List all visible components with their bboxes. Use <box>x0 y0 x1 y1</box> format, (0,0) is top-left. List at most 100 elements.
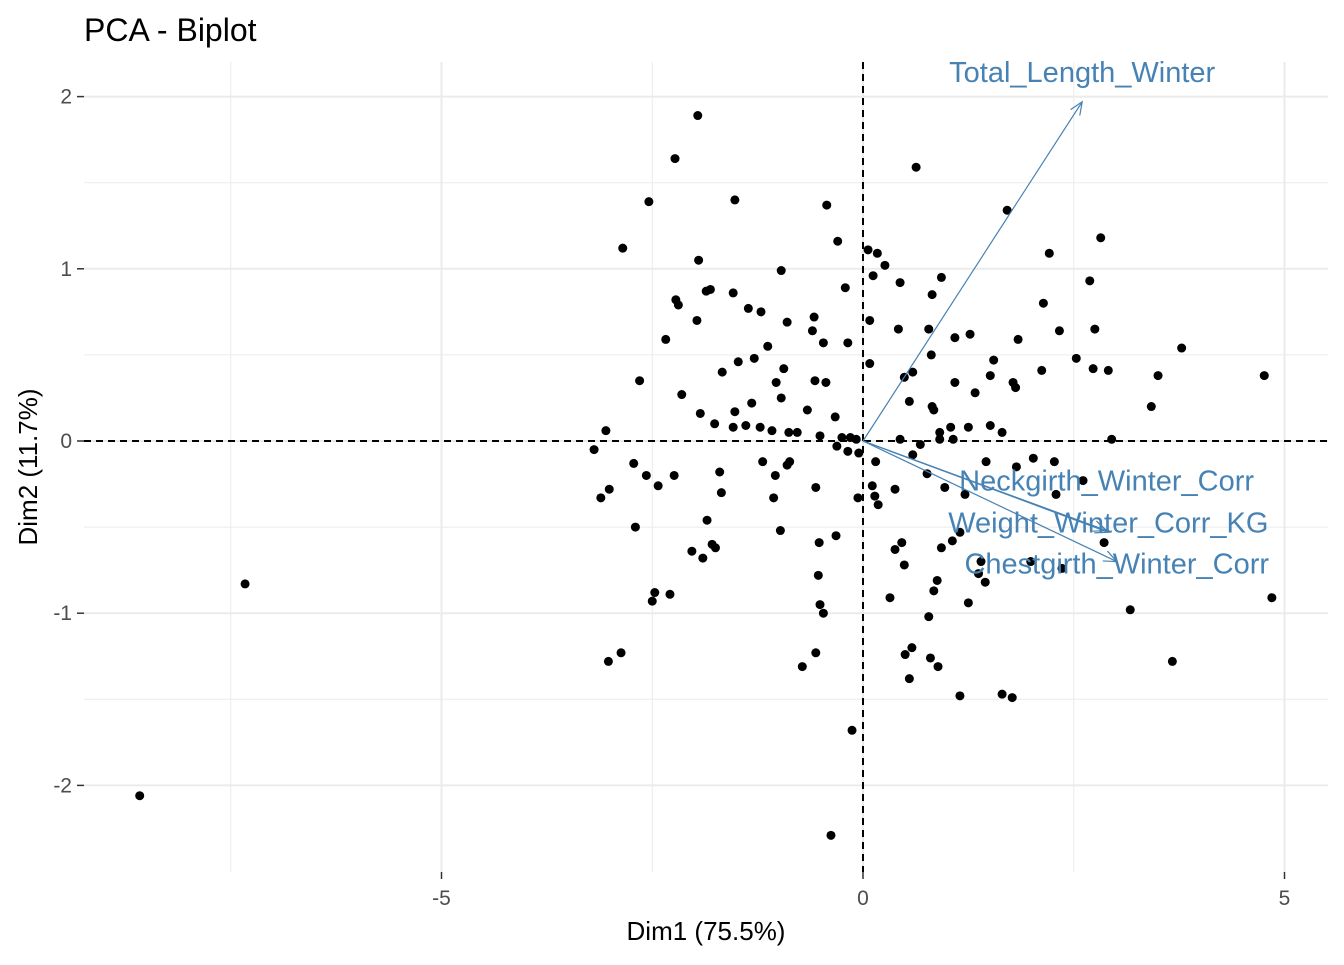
data-point <box>893 324 903 334</box>
data-point <box>1103 365 1113 375</box>
variable-arrow <box>862 440 1109 533</box>
data-point <box>837 433 847 443</box>
y-tick-label: 1 <box>60 258 72 281</box>
data-point <box>1054 326 1064 336</box>
data-point <box>868 271 878 281</box>
data-point <box>743 303 753 313</box>
data-point <box>1085 276 1095 286</box>
data-point <box>826 830 836 840</box>
data-point <box>776 393 786 403</box>
data-point <box>755 422 765 432</box>
data-point <box>818 608 828 618</box>
data-point <box>976 557 986 567</box>
data-point <box>665 589 675 599</box>
data-point <box>899 560 909 570</box>
data-point <box>870 491 880 501</box>
variable-arrow <box>862 101 1083 442</box>
data-point <box>1146 402 1156 412</box>
data-point <box>904 396 914 406</box>
data-point <box>1099 538 1109 548</box>
data-point <box>784 427 794 437</box>
data-point <box>908 367 918 377</box>
y-tick-label: -1 <box>53 602 72 625</box>
data-point <box>871 457 881 467</box>
data-point <box>830 412 840 422</box>
data-point <box>809 312 819 322</box>
data-point <box>963 598 973 608</box>
data-point <box>756 307 766 317</box>
data-point <box>833 236 843 246</box>
data-point <box>890 484 900 494</box>
data-point <box>603 656 613 666</box>
x-tick-label: 5 <box>1279 887 1291 910</box>
data-point <box>601 426 611 436</box>
x-axis-label: Dim1 (75.5%) <box>627 916 786 946</box>
data-point <box>900 650 910 660</box>
variable-label: Chestgirth_Winter_Corr <box>964 549 1269 581</box>
data-point <box>1267 593 1277 603</box>
data-point <box>776 266 786 276</box>
data-point <box>885 593 895 603</box>
data-point <box>733 357 743 367</box>
data-point <box>687 546 697 556</box>
data-point <box>832 441 842 451</box>
data-point <box>782 317 792 327</box>
data-point <box>813 570 823 580</box>
data-point <box>929 405 939 415</box>
data-point <box>865 359 875 369</box>
data-point <box>1259 371 1269 381</box>
data-point <box>763 341 773 351</box>
data-point <box>782 460 792 470</box>
variable-label: Total_Length_Winter <box>949 57 1215 89</box>
data-point <box>873 500 883 510</box>
data-point <box>670 154 680 164</box>
data-point <box>853 493 863 503</box>
data-point <box>821 377 831 387</box>
data-point <box>955 691 965 701</box>
data-point <box>1028 453 1038 463</box>
data-point <box>802 405 812 415</box>
axes: -5 0 5 -2 -1 0 1 2 <box>53 62 1328 910</box>
data-point <box>946 422 956 432</box>
data-point <box>940 482 950 492</box>
data-point <box>1071 353 1081 363</box>
data-point <box>950 333 960 343</box>
data-point <box>1037 365 1047 375</box>
data-point <box>717 367 727 377</box>
data-point <box>702 515 712 525</box>
data-point <box>851 434 861 444</box>
data-point <box>673 300 683 310</box>
data-point <box>963 422 973 432</box>
data-point <box>767 426 777 436</box>
x-tick-label: -5 <box>432 887 451 910</box>
y-tick-label: 2 <box>60 86 72 109</box>
data-point <box>880 260 890 270</box>
data-point <box>775 526 785 536</box>
data-point <box>985 371 995 381</box>
data-point <box>758 457 768 467</box>
data-point <box>814 538 824 548</box>
data-point <box>822 200 832 210</box>
data-point <box>771 377 781 387</box>
data-point <box>1167 656 1177 666</box>
y-tick-label: -2 <box>53 774 72 797</box>
data-point <box>1013 334 1023 344</box>
data-point <box>635 376 645 386</box>
data-point <box>997 689 1007 699</box>
data-point <box>792 427 802 437</box>
data-point <box>867 481 877 491</box>
data-point <box>710 419 720 429</box>
data-point <box>981 457 991 467</box>
data-point <box>716 488 726 498</box>
data-point <box>240 579 250 589</box>
data-point <box>641 470 651 480</box>
data-point <box>960 489 970 499</box>
data-point <box>927 290 937 300</box>
data-point <box>1125 605 1135 615</box>
data-point <box>908 450 918 460</box>
data-point <box>1007 693 1017 703</box>
data-point <box>749 353 759 363</box>
data-point <box>616 648 626 658</box>
data-point <box>924 324 934 334</box>
data-point <box>1049 457 1059 467</box>
